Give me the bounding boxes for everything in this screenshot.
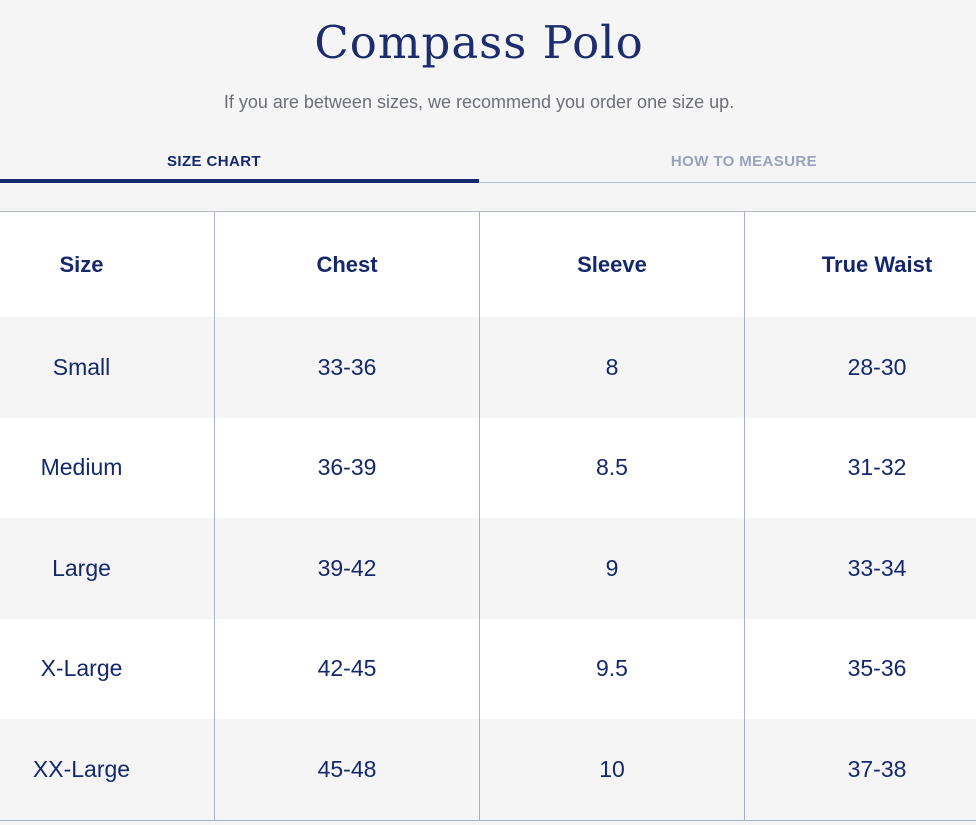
column-header-sleeve: Sleeve <box>479 212 744 317</box>
table-cell: 31-32 <box>744 417 976 518</box>
size-guide-header: Compass Polo If you are between sizes, w… <box>0 0 976 113</box>
table-cell: 8.5 <box>479 417 744 518</box>
table-row-xx-large: XX-Large 45-48 10 37-38 <box>0 719 976 820</box>
table-cell: 9 <box>479 518 744 619</box>
table-cell: 37-38 <box>744 719 976 820</box>
table-header-row: Size Chest Sleeve True Waist <box>0 212 976 317</box>
table-cell: Large <box>52 554 111 581</box>
page-title: Compass Polo <box>314 16 644 69</box>
column-header-true-waist: True Waist <box>744 212 976 317</box>
tab-bar: SIZE CHART HOW TO MEASURE <box>0 153 976 183</box>
sizing-recommendation-note: If you are between sizes, we recommend y… <box>223 92 735 112</box>
table-cell: 45-48 <box>214 719 479 820</box>
column-header-size: Size <box>59 251 104 277</box>
table-cell: 33-36 <box>214 317 479 418</box>
table-row-large: Large 39-42 9 33-34 <box>0 518 976 619</box>
table-cell: 8 <box>479 317 744 418</box>
table-cell: Medium <box>40 454 123 481</box>
table-cell: 39-42 <box>214 518 479 619</box>
table-cell: 9.5 <box>479 618 744 719</box>
table-cell: 10 <box>479 719 744 820</box>
tab-size-chart[interactable]: SIZE CHART <box>0 153 479 183</box>
table-cell: Small <box>52 353 111 380</box>
table-cell: XX-Large <box>32 755 131 782</box>
table-row-small: Small 33-36 8 28-30 <box>0 317 976 418</box>
table-cell: 42-45 <box>214 618 479 719</box>
table-cell: 36-39 <box>214 417 479 518</box>
column-header-chest: Chest <box>214 212 479 317</box>
table-cell: 28-30 <box>744 317 976 418</box>
table-row-x-large: X-Large 42-45 9.5 35-36 <box>0 618 976 719</box>
size-chart-table: Size Chest Sleeve True Waist Small 33-36… <box>0 211 976 821</box>
table-cell: 33-34 <box>744 518 976 619</box>
table-cell: 35-36 <box>744 618 976 719</box>
tab-how-to-measure[interactable]: HOW TO MEASURE <box>479 153 976 183</box>
table-row-medium: Medium 36-39 8.5 31-32 <box>0 417 976 518</box>
table-cell: X-Large <box>40 655 123 682</box>
